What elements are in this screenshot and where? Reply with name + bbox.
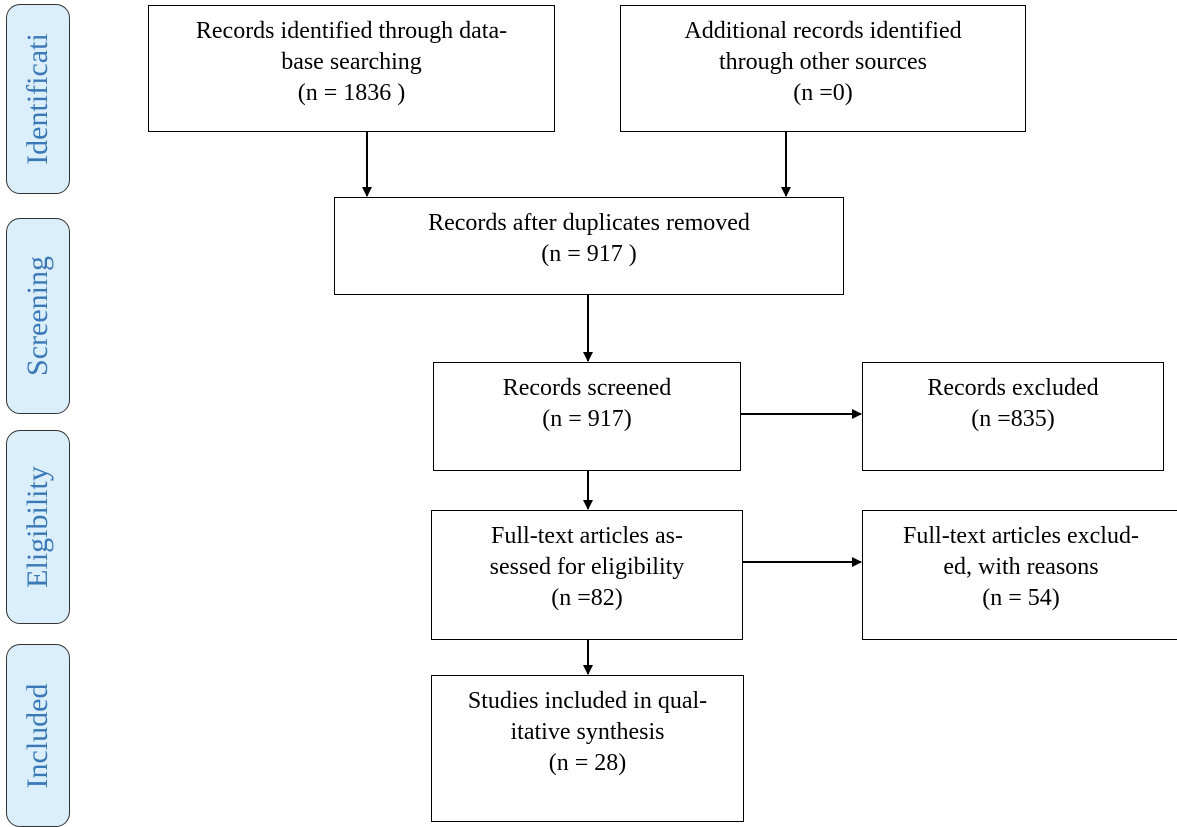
box-additional-records-line1: Additional records identified <box>684 18 962 44</box>
box-studies-included: Studies included in qual- itative synthe… <box>431 675 744 822</box>
box-additional-records-count: (n =0) <box>793 80 853 106</box>
box-records-identified-database-line2: base searching <box>281 49 422 75</box>
phase-eligibility: Eligibility <box>6 430 70 624</box>
box-fulltext-assessed: Full-text articles as- sessed for eligib… <box>431 510 743 640</box>
phase-identification: Identificati <box>6 4 70 194</box>
box-records-screened: Records screened (n = 917) <box>433 362 741 471</box>
box-records-after-duplicates-count: (n = 917 ) <box>541 241 637 267</box>
box-records-screened-line1: Records screened <box>502 375 672 401</box>
box-records-excluded-count: (n =835) <box>971 406 1055 432</box>
box-records-screened-count: (n = 917) <box>542 406 632 432</box>
box-records-identified-database-line1: Records identified through data- <box>195 18 508 44</box>
box-fulltext-excluded: Full-text articles exclud- ed, with reas… <box>862 510 1177 640</box>
box-studies-included-line2: itative synthesis <box>510 719 665 745</box>
box-records-excluded-line1: Records excluded <box>927 375 1099 401</box>
box-records-identified-database: Records identified through data- base se… <box>148 5 555 132</box>
box-additional-records: Additional records identified through ot… <box>620 5 1026 132</box>
box-additional-records-line2: through other sources <box>719 49 927 75</box>
phase-screening: Screening <box>6 218 70 414</box>
box-records-excluded: Records excluded (n =835) <box>862 362 1164 471</box>
box-fulltext-assessed-line1: Full-text articles as- <box>491 523 683 549</box>
box-fulltext-excluded-count: (n = 54) <box>982 585 1060 611</box>
phase-included: Included <box>6 644 70 827</box>
box-fulltext-assessed-line2: sessed for eligibility <box>489 554 685 580</box>
box-fulltext-assessed-count: (n =82) <box>551 585 623 611</box>
box-studies-included-count: (n = 28) <box>548 750 627 776</box>
box-records-after-duplicates-line1: Records after duplicates removed <box>428 210 750 236</box>
box-studies-included-line1: Studies included in qual- <box>467 688 708 714</box>
box-records-identified-database-count: (n = 1836 ) <box>297 80 406 106</box>
box-fulltext-excluded-line1: Full-text articles exclud- <box>903 523 1139 549</box>
box-fulltext-excluded-line2: ed, with reasons <box>943 554 1099 580</box>
box-records-after-duplicates: Records after duplicates removed (n = 91… <box>334 197 844 295</box>
